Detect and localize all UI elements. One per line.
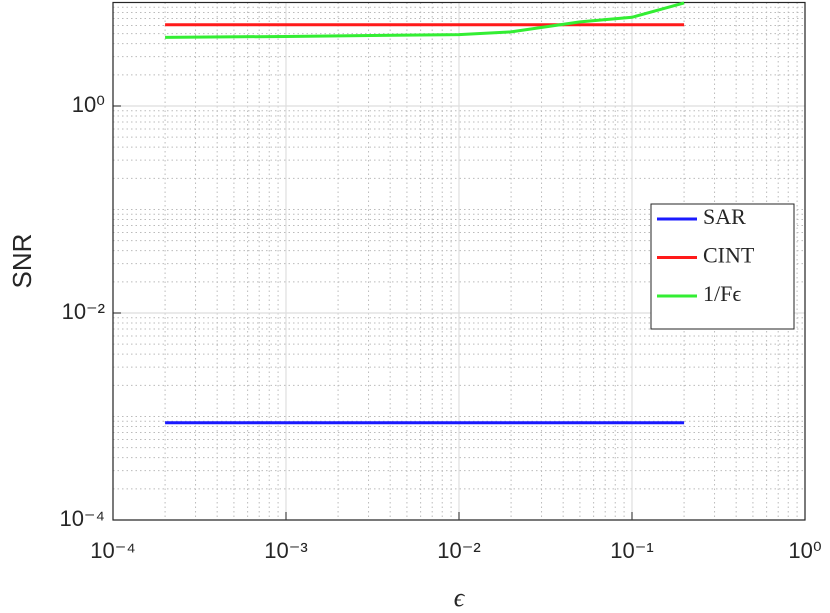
x-tick-label: 10⁻⁴ <box>90 538 136 563</box>
legend-label: 1/Fϵ <box>703 281 741 306</box>
y-tick-label: 10⁻² <box>62 299 105 324</box>
axes-frame <box>112 1 806 521</box>
legend-box <box>650 203 795 330</box>
legend: SAR CINT 1/Fϵ <box>650 203 795 330</box>
legend-label: SAR <box>703 204 746 229</box>
y-tick-label: 10⁰ <box>72 92 105 117</box>
x-tick-label: 10⁻³ <box>264 538 307 563</box>
legend-label: CINT <box>703 243 755 268</box>
x-tick-label: 10⁻² <box>437 538 480 563</box>
y-axis-label: SNR <box>7 234 37 289</box>
x-tick-label: 10⁻¹ <box>610 538 653 563</box>
x-axis-label: ϵ <box>454 583 466 612</box>
series-line <box>165 1 685 39</box>
x-tick-label: 10⁰ <box>788 538 821 563</box>
y-tick-label: 10⁻⁴ <box>59 506 105 531</box>
